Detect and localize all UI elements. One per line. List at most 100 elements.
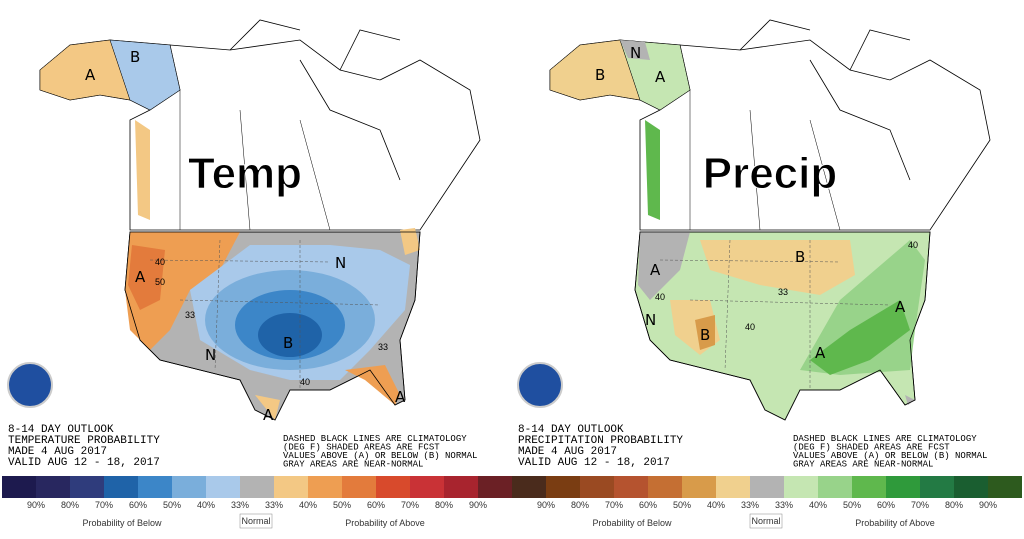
contour-label: 40 [655, 292, 665, 302]
normal-box [749, 513, 783, 529]
outlook-info: VALID AUG 12 - 18, 2017 [518, 457, 670, 469]
noaa-logo [517, 362, 563, 408]
legend-swatch [240, 476, 274, 498]
map-label: B [130, 48, 140, 66]
legend-label: 80% [61, 500, 79, 510]
map-label: N [630, 44, 641, 62]
map-label: N [205, 346, 216, 364]
legend-label: 40% [197, 500, 215, 510]
legend-label: 50% [163, 500, 181, 510]
outlook-note: VALUES ABOVE (A) OR BELOW (B) NORMAL [283, 451, 477, 461]
legend-swatch [614, 476, 648, 498]
map-label: A [655, 68, 666, 86]
legend-label: 60% [129, 500, 147, 510]
noaa-logo [7, 362, 53, 408]
map-label: B [595, 66, 605, 84]
map-label: B [795, 248, 805, 266]
legend-label: 50% [843, 500, 861, 510]
legend-label: 80% [945, 500, 963, 510]
outlook-note: DASHED BLACK LINES ARE CLIMATOLOGY [793, 434, 977, 444]
outlook-info: TEMPERATURE PROBABILITY [8, 435, 160, 447]
map-title: Precip [703, 149, 838, 198]
legend: 90% 80% 70% 60% 50% 40% 33% 33% 40% 50% 60% 70% 80% 9… [512, 476, 1022, 529]
map-label: A [395, 388, 406, 406]
legend-swatch [512, 476, 546, 498]
legend-swatch [852, 476, 886, 498]
contour-label: 33 [185, 310, 195, 320]
legend-swatch [954, 476, 988, 498]
legend-below: Probability of Below [592, 518, 672, 528]
legend-label: 70% [95, 500, 113, 510]
map-label: A [815, 344, 826, 362]
outlook-info: MADE 4 AUG 2017 [518, 446, 617, 458]
legend-swatch [308, 476, 342, 498]
map-label: A [650, 261, 661, 279]
outlook-note: (DEG F) SHADED AREAS ARE FCST [283, 443, 440, 453]
outlook-note: GRAY AREAS ARE NEAR-NORMAL [283, 460, 423, 470]
outlook-info: MADE 4 AUG 2017 [8, 446, 107, 458]
contour-label: 33 [378, 342, 388, 352]
outlook-info: PRECIPITATION PROBABILITY [518, 435, 683, 447]
legend-label: 90% [27, 500, 45, 510]
legend-label: 33% [265, 500, 283, 510]
legend-swatch [206, 476, 240, 498]
map-title: Temp [188, 149, 302, 198]
legend-above: Probability of Above [855, 518, 935, 528]
legend-label: 33% [741, 500, 759, 510]
legend-swatch [546, 476, 580, 498]
legend-label: 33% [775, 500, 793, 510]
legend-normal: Normal [751, 516, 780, 526]
legend-label: 80% [435, 500, 453, 510]
map-label: N [335, 254, 346, 272]
legend-label: 70% [605, 500, 623, 510]
map-label: A [263, 406, 274, 424]
legend-swatch [410, 476, 444, 498]
legend-label: 90% [469, 500, 487, 510]
legend-label: 80% [571, 500, 589, 510]
legend-label: 70% [911, 500, 929, 510]
contour-label: 33 [778, 287, 788, 297]
outlook-info: VALID AUG 12 - 18, 2017 [8, 457, 160, 469]
legend-normal: Normal [241, 516, 270, 526]
legend-label: 33% [231, 500, 249, 510]
legend-above: Probability of Above [345, 518, 425, 528]
normal-box [239, 513, 273, 529]
legend-label: 70% [401, 500, 419, 510]
legend-swatch [784, 476, 818, 498]
legend-swatch [36, 476, 70, 498]
map-label: A [85, 66, 96, 84]
legend-label: 40% [299, 500, 317, 510]
map-label: B [700, 326, 710, 344]
contour-label: 40 [155, 257, 165, 267]
map-label: A [895, 298, 906, 316]
legend-swatch [274, 476, 308, 498]
legend-swatch [648, 476, 682, 498]
legend-swatch [988, 476, 1022, 498]
map-label: N [645, 311, 656, 329]
legend-swatch [444, 476, 478, 498]
legend-swatch [2, 476, 36, 498]
legend-label: 50% [673, 500, 691, 510]
legend-swatch [342, 476, 376, 498]
legend-swatch [818, 476, 852, 498]
legend: 90% 80% 70% 60% 50% 40% 33% 33% 40% 50% 60% 70% 80% 9… [2, 476, 512, 529]
legend-label: 90% [979, 500, 997, 510]
contour-label: 40 [745, 322, 755, 332]
outlook-note: VALUES ABOVE (A) OR BELOW (B) NORMAL [793, 451, 987, 461]
legend-label: 40% [707, 500, 725, 510]
legend-label: 50% [333, 500, 351, 510]
legend-swatch [580, 476, 614, 498]
legend-swatch [138, 476, 172, 498]
legend-swatch [172, 476, 206, 498]
outlook-info: 8-14 DAY OUTLOOK [518, 424, 624, 436]
legend-swatch [104, 476, 138, 498]
legend-swatch [478, 476, 512, 498]
contour-label: 40 [908, 240, 918, 250]
legend-swatch [70, 476, 104, 498]
map-label: A [135, 268, 146, 286]
legend-swatch [920, 476, 954, 498]
legend-swatch [716, 476, 750, 498]
legend-label: 60% [877, 500, 895, 510]
legend-swatch [682, 476, 716, 498]
